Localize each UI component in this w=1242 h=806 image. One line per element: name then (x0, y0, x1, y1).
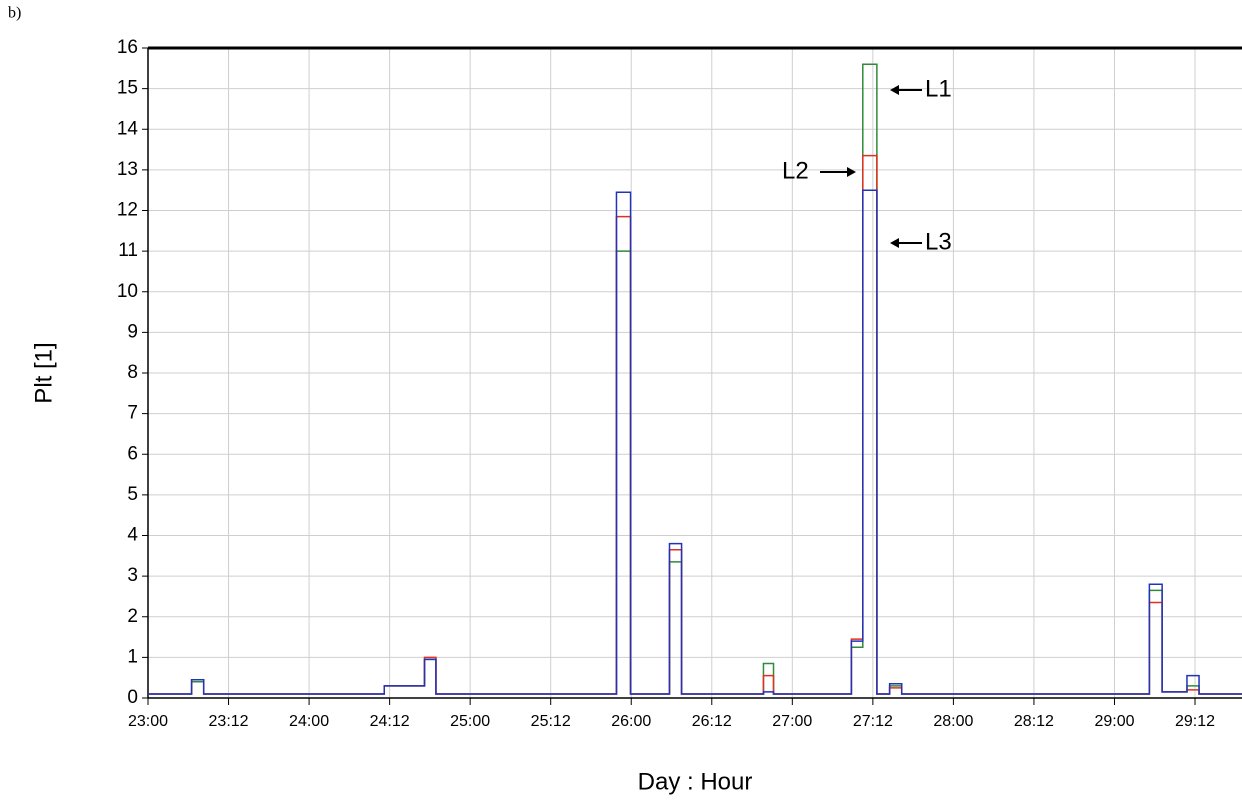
panel-label: b) (8, 5, 21, 22)
y-tick-label: 11 (118, 240, 138, 261)
y-tick-label: 10 (117, 281, 138, 302)
y-tick-label: 1 (127, 646, 138, 667)
annotations: L1 L2 L3 (782, 75, 952, 255)
y-tick-label: 13 (117, 159, 138, 180)
arrow-head (890, 238, 899, 248)
series-annotation: L3 (925, 228, 952, 255)
y-tick-label: 15 (117, 78, 138, 99)
y-tick-label: 12 (117, 200, 138, 221)
x-tick-label: 28:12 (1014, 713, 1054, 730)
x-tick-label: 27:00 (772, 713, 812, 730)
x-tick-label: 26:12 (692, 713, 732, 730)
series-line (148, 63, 1242, 695)
x-tick-label: 26:00 (611, 713, 651, 730)
y-tick-label: 5 (127, 484, 138, 505)
x-tick-label: 24:00 (289, 713, 329, 730)
x-axis-label: Day : Hour (638, 768, 753, 795)
y-axis-label: Plt [1] (30, 342, 57, 403)
x-tick-label: 23:00 (128, 713, 168, 730)
x-tick-label: 23:12 (209, 713, 249, 730)
series-annotation: L1 (925, 75, 952, 102)
y-tick-label: 6 (127, 443, 138, 464)
x-tick-label: 24:12 (370, 713, 410, 730)
y-tick-label: 3 (127, 565, 138, 586)
series-line (148, 189, 1242, 695)
x-tick-label: 28:00 (933, 713, 973, 730)
y-tick-label: 8 (127, 362, 138, 383)
x-tick-label: 27:12 (853, 713, 893, 730)
y-tick-label: 7 (127, 403, 138, 424)
arrow-head (890, 85, 899, 95)
y-tick-label: 4 (127, 525, 138, 546)
y-tick-label: 2 (127, 606, 138, 627)
x-tick-label: 25:12 (531, 713, 571, 730)
y-tick-label: 0 (127, 687, 138, 708)
series-annotation: L2 (782, 157, 809, 184)
series-line (148, 154, 1242, 695)
x-tick-label: 25:00 (450, 713, 490, 730)
arrow-head (847, 167, 856, 177)
x-tick-label: 29:00 (1094, 713, 1134, 730)
x-tick-label: 29:12 (1175, 713, 1215, 730)
y-tick-label: 9 (127, 321, 138, 342)
y-tick-label: 14 (117, 118, 139, 139)
y-tick-label: 16 (117, 37, 138, 58)
